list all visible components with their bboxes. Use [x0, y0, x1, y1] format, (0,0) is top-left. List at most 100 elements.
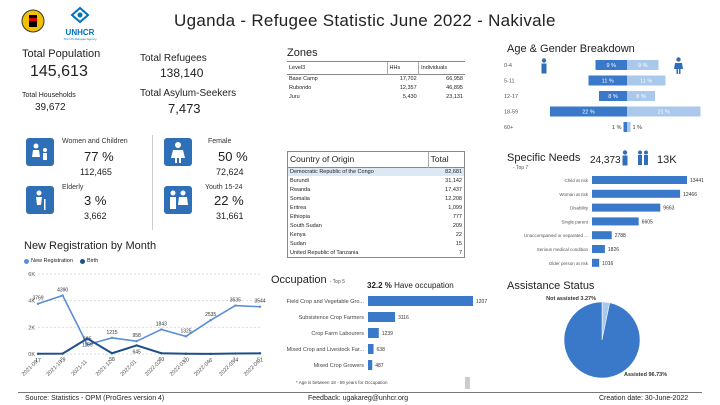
x-tick-label: 2022-04 [194, 359, 213, 378]
origin-total: 7 [458, 249, 462, 256]
male-bar[interactable] [550, 106, 627, 117]
occupation-bar[interactable] [368, 360, 373, 370]
table-row[interactable]: Burundi 31,142 [288, 176, 464, 185]
female-bar[interactable] [627, 122, 631, 132]
x-tick-label: 2021-09 [21, 359, 40, 378]
zone-individuals: 46,895 [446, 84, 463, 91]
zones-header-level[interactable]: Level3 [289, 64, 306, 71]
data-point[interactable] [209, 319, 212, 322]
table-row[interactable]: Democratic Republic of the Congo 82,681 [288, 167, 464, 176]
data-point[interactable] [61, 352, 64, 355]
data-point[interactable] [209, 352, 212, 356]
occupation-bar[interactable] [368, 296, 473, 306]
occupation-bar[interactable] [368, 328, 379, 338]
table-row[interactable]: United Republic of Tanzania 7 [288, 248, 464, 257]
occupation-value-label: 487 [375, 363, 384, 369]
table-row[interactable]: Ethiopia 777 [288, 212, 464, 221]
need-bar[interactable] [592, 217, 639, 226]
page-title: Uganda - Refugee Statistic June 2022 - N… [174, 11, 556, 30]
female-pct: 50 % [218, 149, 248, 164]
need-bar[interactable] [592, 189, 681, 198]
footer-feedback[interactable]: Feedback: ugakareg@unhcr.org [308, 395, 409, 402]
origin-country: Kenya [290, 231, 306, 238]
data-point[interactable] [110, 352, 114, 355]
need-bar[interactable] [592, 245, 605, 253]
male-bar[interactable] [623, 122, 628, 132]
x-tick-label: 2022-03 [169, 359, 188, 378]
data-label: 17 [35, 358, 41, 364]
age-group-label: 5-11 [504, 79, 515, 85]
data-point[interactable] [258, 352, 262, 355]
legend-birth[interactable]: Birth [80, 258, 98, 264]
occupation-bar[interactable] [368, 344, 374, 354]
zones-header-individuals[interactable]: Individuals [418, 62, 465, 74]
data-label: 20 [183, 358, 189, 364]
data-point[interactable] [160, 328, 163, 331]
series-line-birth[interactable] [37, 337, 261, 355]
data-label: 2535 [205, 312, 216, 318]
female-bar[interactable] [627, 91, 655, 101]
pie-slice-assisted[interactable] [563, 301, 641, 379]
data-point[interactable] [36, 352, 40, 355]
table-row[interactable]: Rwanda 17,437 [288, 185, 464, 194]
female-bar[interactable] [627, 106, 701, 117]
need-value-label: 1016 [602, 261, 613, 267]
data-point[interactable] [184, 352, 188, 355]
assistance-pie-chart: Not assisted 3.27% Assisted 96.73% [546, 296, 667, 379]
data-point[interactable] [86, 343, 89, 346]
data-point[interactable] [135, 344, 138, 347]
zones-header-hhs[interactable]: HHs [386, 62, 419, 74]
need-bar[interactable] [592, 231, 612, 240]
have-occupation-text: Have occupation [394, 281, 454, 290]
data-point[interactable] [110, 336, 114, 339]
data-point[interactable] [184, 335, 188, 338]
table-row[interactable]: Sudan 15 [288, 239, 464, 248]
origin-country: Somalia [290, 195, 310, 202]
y-tick-label: 6K [28, 272, 35, 278]
origin-header-total[interactable]: Total [427, 152, 464, 167]
data-point[interactable] [61, 294, 64, 297]
need-bar[interactable] [592, 176, 687, 184]
male-pct-label: 8 % [608, 94, 618, 100]
data-point[interactable] [160, 352, 163, 355]
origin-header-country[interactable]: Country of Origin [290, 154, 355, 165]
data-point[interactable] [86, 337, 89, 340]
data-point[interactable] [234, 352, 237, 355]
scrollbar[interactable] [465, 377, 470, 389]
have-occupation-pct: 32.2 % [367, 281, 392, 290]
age-group-label: 18-59 [504, 110, 518, 116]
occupation-bar[interactable] [368, 312, 396, 322]
occupation-category-label: Crop Farm Labourers [311, 331, 364, 337]
total-refugees-value: 138,140 [160, 66, 204, 80]
male-bar[interactable] [599, 91, 627, 101]
female-bar[interactable] [627, 60, 659, 70]
origin-total: 209 [452, 222, 462, 229]
origin-country: Ethiopia [290, 213, 310, 220]
female-gender-icon [674, 57, 683, 79]
table-row[interactable]: Rubondo 12,357 46,895 [287, 83, 465, 92]
table-row[interactable]: South Sudan 209 [288, 221, 464, 230]
need-value-label: 12466 [683, 192, 697, 198]
zone-individuals: 66,958 [446, 75, 463, 82]
age-group-label: 60+ [504, 125, 513, 131]
table-row[interactable]: Somalia 12,208 [288, 194, 464, 203]
table-row[interactable]: Juru 5,430 23,131 [287, 92, 465, 101]
data-point[interactable] [234, 304, 237, 307]
data-point[interactable] [258, 305, 262, 308]
occupation-value-label: 638 [377, 347, 386, 353]
need-bar[interactable] [592, 258, 600, 267]
male-bar[interactable] [595, 60, 628, 70]
data-point[interactable] [135, 340, 138, 343]
table-row[interactable]: Kenya 22 [288, 230, 464, 239]
need-bar[interactable] [592, 203, 661, 212]
female-pct-label: 11 % [640, 79, 652, 85]
male-bar[interactable] [588, 75, 628, 86]
data-label: 4390 [57, 287, 68, 293]
origin-total: 15 [455, 240, 462, 247]
female-bar[interactable] [627, 75, 666, 86]
table-row[interactable]: Eritrea 1,099 [288, 203, 464, 212]
series-line-new-registration[interactable] [37, 294, 261, 346]
legend-new-registration[interactable]: New Registration [24, 258, 73, 264]
data-point[interactable] [36, 302, 40, 305]
table-row[interactable]: Base Camp 17,702 66,958 [287, 74, 465, 83]
